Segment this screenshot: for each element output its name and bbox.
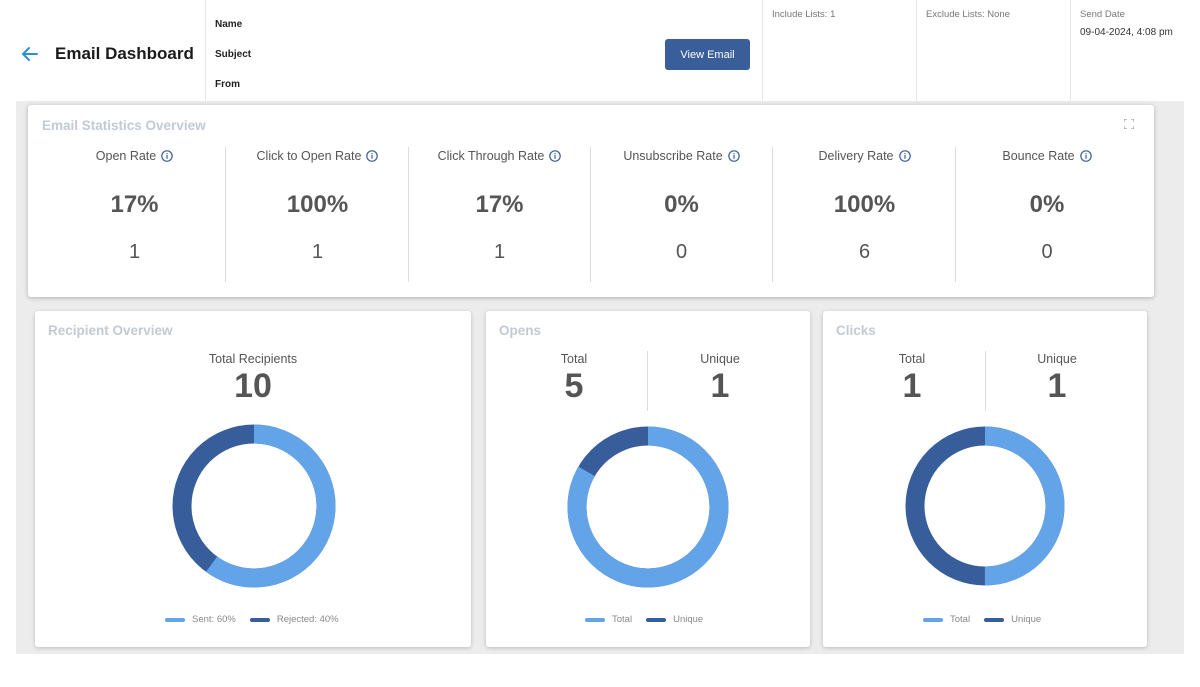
- legend-item-opens-total[interactable]: Total: [585, 614, 632, 625]
- clicks-legend: Total Unique: [923, 614, 1041, 625]
- stat-count: 1: [311, 241, 324, 263]
- opens-total-value: 5: [564, 367, 584, 405]
- clicks-unique-swatch: [984, 617, 1005, 622]
- stats-title: Email Statistics Overview: [42, 118, 206, 133]
- legend-item-sent[interactable]: Sent: 60%: [165, 614, 236, 625]
- clicks-total-swatch: [923, 617, 943, 622]
- send-date-value: 09-04-2024, 4:08 pm: [1080, 27, 1173, 38]
- stat-count: 1: [493, 241, 506, 263]
- stat-percentage: 17%: [475, 191, 524, 218]
- legend-item-rejected[interactable]: Rejected: 40%: [249, 614, 339, 625]
- email-meta: Name Subject From View Email: [205, 0, 762, 101]
- stat-label: Open Rate: [95, 149, 174, 163]
- page-title: Email Dashboard: [55, 44, 194, 63]
- recipient-legend: Sent: 60% Rejected: 40%: [165, 614, 339, 625]
- stat-percentage: 100%: [833, 191, 896, 218]
- header: Email Dashboard Name Subject From View E…: [0, 0, 1200, 101]
- donut-slice-sent[interactable]: [172, 424, 336, 588]
- stat-percentage: 0%: [1029, 191, 1065, 218]
- donut-slice-opens-total[interactable]: [567, 426, 729, 588]
- info-icon[interactable]: [727, 150, 740, 162]
- send-date: Send Date 09-04-2024, 4:08 pm: [1070, 0, 1200, 101]
- stat-percentage: 100%: [286, 191, 349, 218]
- opens-unique-label: Unique: [700, 352, 740, 366]
- subject-label: Subject: [215, 49, 252, 60]
- legend-item-opens-unique[interactable]: Unique: [646, 614, 703, 625]
- opens-legend-unique: Unique: [673, 614, 704, 625]
- info-icon[interactable]: [1079, 150, 1092, 162]
- email-statistics-card: Email Statistics Overview Open Rate 17% 1 C…: [28, 105, 1154, 297]
- include-lists: Include Lists: 1: [762, 0, 916, 101]
- clicks-title: Clicks: [836, 323, 876, 338]
- opens-divider: [647, 351, 648, 411]
- legend-item-clicks-unique[interactable]: Unique: [984, 614, 1041, 625]
- legend-item-clicks-total[interactable]: Total: [923, 614, 970, 625]
- exclude-lists: Exclude Lists: None: [916, 0, 1070, 101]
- clicks-divider: [985, 351, 986, 411]
- name-label: Name: [215, 19, 243, 30]
- stat-label-text: Unsubscribe Rate: [623, 149, 723, 163]
- total-recipients-value: 10: [234, 367, 272, 405]
- stat-percentage: 0%: [664, 191, 699, 218]
- send-date-label: Send Date: [1080, 9, 1125, 20]
- stat-unsubscribe-rate: Unsubscribe Rate 0% 0: [591, 147, 773, 282]
- stat-open-rate: Open Rate 17% 1: [44, 147, 226, 282]
- legend-sent-label: Sent: 60%: [192, 614, 236, 625]
- opens-card: Opens Total 5 Unique 1: [486, 311, 810, 647]
- info-icon[interactable]: [898, 150, 911, 162]
- opens-unique-swatch: [646, 617, 667, 622]
- clicks-legend-unique: Unique: [1011, 614, 1042, 625]
- recipient-title: Recipient Overview: [48, 323, 173, 338]
- clicks-total-label: Total: [898, 352, 926, 366]
- stat-label-text: Bounce Rate: [1002, 149, 1075, 163]
- stat-click-through-rate: Click Through Rate 17% 1: [409, 147, 591, 282]
- stat-percentage: 17%: [110, 191, 159, 218]
- opens-legend-total: Total: [612, 614, 633, 625]
- info-icon[interactable]: [366, 150, 379, 162]
- stat-label: Delivery Rate: [818, 149, 911, 163]
- clicks-total-value: 1: [902, 367, 922, 405]
- clicks-legend-total: Total: [950, 614, 971, 625]
- include-lists-label: Include Lists: 1: [772, 9, 836, 20]
- total-recipients-label: Total Recipients: [208, 352, 298, 366]
- stat-label-text: Open Rate: [95, 149, 157, 163]
- rejected-swatch: [249, 617, 270, 622]
- view-email-button[interactable]: View Email: [665, 39, 750, 70]
- recipient-donut-chart: [172, 424, 336, 588]
- from-label: From: [215, 79, 240, 90]
- stat-delivery-rate: Delivery Rate 100% 6: [774, 147, 956, 282]
- stat-count: 1: [128, 241, 141, 263]
- opens-legend: Total Unique: [585, 614, 703, 625]
- clicks-card: Clicks Total 1 Unique 1: [823, 311, 1147, 647]
- donut-slice-clicks-total[interactable]: [905, 426, 1065, 586]
- stat-label: Bounce Rate: [1002, 149, 1092, 163]
- clicks-unique-value: 1: [1047, 367, 1067, 405]
- opens-donut-chart: [567, 426, 729, 588]
- recipient-overview-card: Recipient Overview Total Recipients 10: [35, 311, 471, 647]
- info-icon[interactable]: [161, 150, 174, 162]
- back-arrow-icon[interactable]: [20, 44, 40, 64]
- exclude-lists-label: Exclude Lists: None: [926, 9, 1010, 20]
- stat-bounce-rate: Bounce Rate 0% 0: [956, 147, 1138, 282]
- stat-count: 0: [1041, 241, 1053, 263]
- opens-unique-value: 1: [710, 367, 730, 405]
- stat-label: Click to Open Rate: [257, 149, 379, 163]
- info-icon[interactable]: [549, 150, 562, 162]
- opens-total-swatch: [585, 617, 605, 622]
- expand-icon[interactable]: [1124, 119, 1134, 129]
- stat-click-to-open-rate: Click to Open Rate 100% 1: [227, 147, 409, 282]
- stat-label: Click Through Rate: [438, 149, 562, 163]
- opens-total-label: Total: [560, 352, 588, 366]
- stat-count: 6: [858, 241, 871, 263]
- sent-swatch: [165, 617, 185, 622]
- stat-label-text: Click to Open Rate: [256, 149, 362, 163]
- stat-label: Unsubscribe Rate: [623, 149, 740, 163]
- clicks-unique-label: Unique: [1037, 352, 1077, 366]
- opens-title: Opens: [499, 323, 542, 338]
- stat-label-text: Click Through Rate: [437, 149, 545, 163]
- legend-rejected-label: Rejected: 40%: [276, 614, 339, 625]
- clicks-donut-chart: [905, 426, 1065, 586]
- stat-label-text: Delivery Rate: [818, 149, 894, 163]
- stat-count: 0: [675, 241, 688, 263]
